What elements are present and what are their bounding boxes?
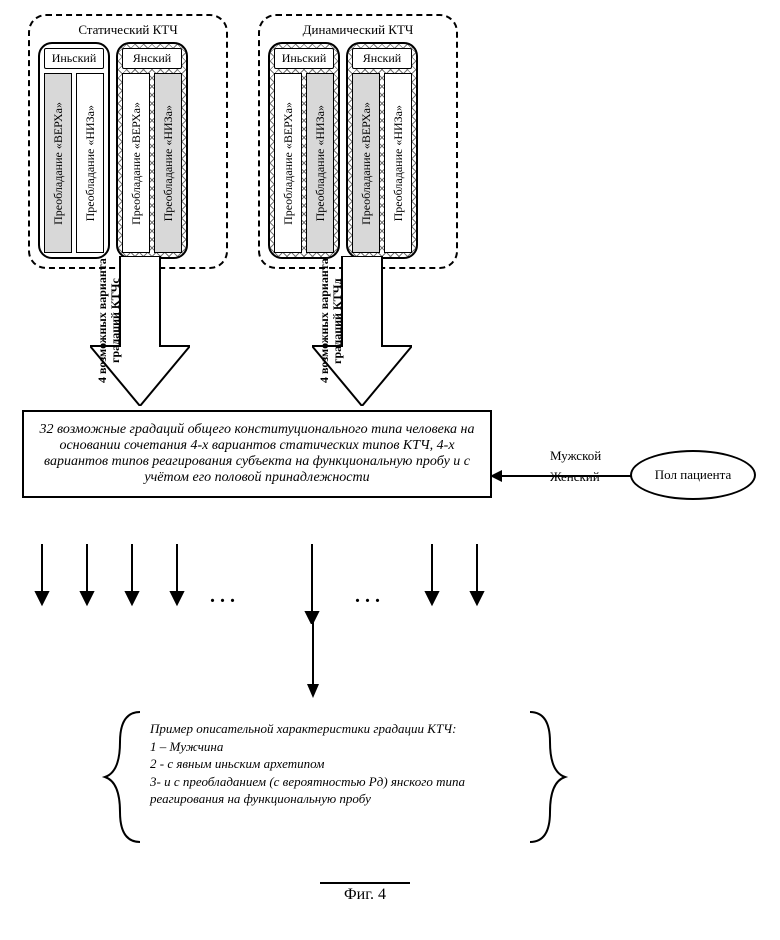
center-long-arrow (306, 620, 320, 700)
bigarrow-right: 4 возможных варианта градаций КТЧд (312, 256, 412, 406)
gender-oval-label: Пол пациента (655, 467, 731, 483)
subgroup-static-yin-title: Иньский (44, 48, 104, 69)
example-line3: 3- и с преобладанием (с вероятностью Pд)… (150, 773, 530, 808)
subgroup-static-yang: Янский Преобладание «ВЕРХа» Преобладание… (116, 42, 188, 259)
bigarrow-left-label: 4 возможных варианта градаций КТЧс (96, 256, 196, 386)
bigarrow-right-label: 4 возможных варианта градаций КТЧд (318, 256, 418, 386)
caption-rule (320, 882, 410, 884)
figure-caption: Фиг. 4 (315, 886, 415, 904)
bar-static-yin-bottom: Преобладание «НИЗа» (76, 73, 104, 253)
bar-static-yang-top: Преобладание «ВЕРХа» (122, 73, 150, 253)
bigarrow-left: 4 возможных варианта градаций КТЧс (90, 256, 190, 406)
subgroup-dynamic-yang-title: Янский (352, 48, 412, 69)
diagram-canvas: Статический КТЧ Иньский Преобладание «ВЕ… (10, 10, 770, 930)
subgroup-dynamic-yin-title: Иньский (274, 48, 334, 69)
group-dynamic-title: Динамический КТЧ (268, 22, 448, 38)
subgroup-static-yin: Иньский Преобладание «ВЕРХа» Преобладани… (38, 42, 110, 259)
bar-dynamic-yin-top: Преобладание «ВЕРХа» (274, 73, 302, 253)
bar-static-yin-top: Преобладание «ВЕРХа» (44, 73, 72, 253)
fan-arrows (22, 544, 492, 624)
gender-oval: Пол пациента (630, 450, 756, 500)
subgroup-static-yang-title: Янский (122, 48, 182, 69)
center-box-text: 32 возможные градаций общего конституцио… (39, 422, 474, 485)
bar-dynamic-yang-top: Преобладание «ВЕРХа» (352, 73, 380, 253)
group-static-title: Статический КТЧ (38, 22, 218, 38)
dots-left: . . . (210, 585, 235, 608)
gender-m: Мужской (550, 446, 601, 467)
center-box: 32 возможные градаций общего конституцио… (22, 410, 492, 498)
example-heading: Пример описательной характеристики града… (150, 720, 530, 738)
example-line2: 2 - с явным иньским архетипом (150, 755, 530, 773)
group-static: Статический КТЧ Иньский Преобладание «ВЕ… (28, 14, 228, 269)
group-dynamic: Динамический КТЧ Иньский Преобладание «В… (258, 14, 458, 269)
example-line1: 1 – Мужчина (150, 738, 530, 756)
subgroup-dynamic-yang: Янский Преобладание «ВЕРХа» Преобладание… (346, 42, 418, 259)
bar-dynamic-yin-bottom: Преобладание «НИЗа» (306, 73, 334, 253)
subgroup-dynamic-yin: Иньский Преобладание «ВЕРХа» Преобладани… (268, 42, 340, 259)
example-text: Пример описательной характеристики града… (150, 720, 530, 808)
bar-static-yang-bottom: Преобладание «НИЗа» (154, 73, 182, 253)
gender-arrow (490, 468, 632, 484)
bar-dynamic-yang-bottom: Преобладание «НИЗа» (384, 73, 412, 253)
dots-right: . . . (355, 585, 380, 608)
